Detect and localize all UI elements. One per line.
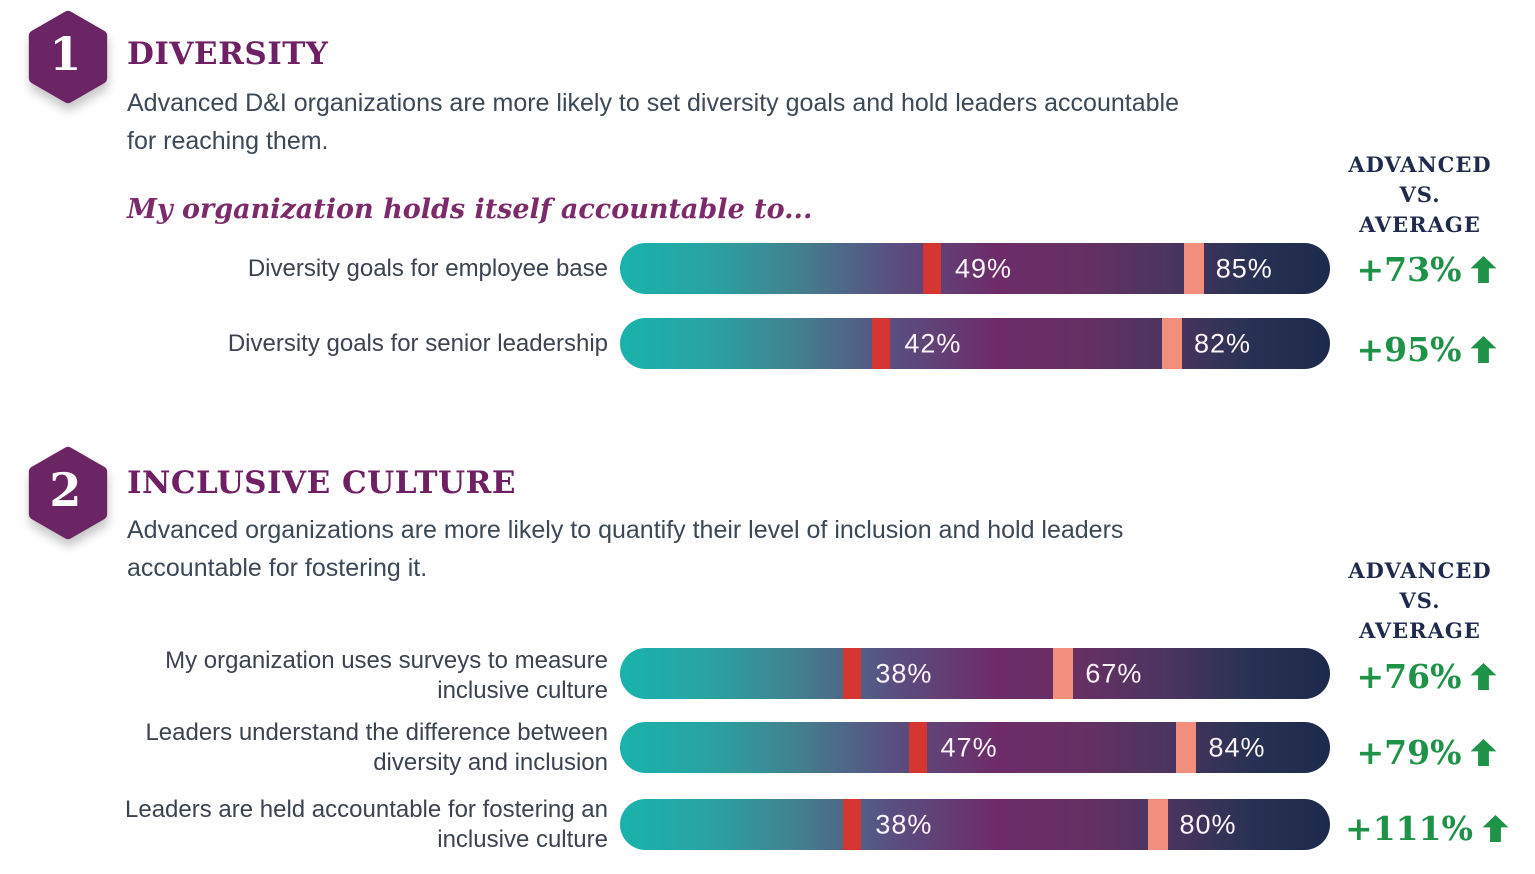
- advanced-marker: [1147, 799, 1168, 850]
- bar-label: Leaders understand the difference betwee…: [78, 718, 608, 778]
- up-arrow-icon: [1471, 738, 1497, 766]
- average-marker: [872, 318, 891, 369]
- average-value: 42%: [904, 328, 962, 358]
- delta-value: +73%: [1356, 249, 1462, 289]
- comparison-header-line: VS.: [1399, 182, 1441, 207]
- average-value: 49%: [955, 253, 1013, 283]
- average-value: 38%: [875, 658, 933, 688]
- average-marker: [923, 243, 942, 294]
- bar-label-line: diversity and inclusion: [373, 749, 608, 776]
- average-marker: [843, 799, 862, 850]
- comparison-header-line: AVERAGE: [1359, 212, 1481, 237]
- delta-value: +76%: [1356, 656, 1462, 696]
- gradient-bar: 47% 84%: [620, 722, 1330, 773]
- section-1-badge: 1: [24, 10, 112, 104]
- advanced-marker: [1162, 318, 1182, 369]
- up-arrow-icon: [1471, 662, 1497, 690]
- up-arrow-icon: [1482, 814, 1509, 842]
- section-1-prompt: My organization holds itself accountable…: [127, 194, 813, 225]
- bar-label: Leaders are held accountable for fosteri…: [78, 795, 608, 855]
- bar-label-line: inclusive culture: [437, 677, 608, 704]
- delta-badge: +79%: [1338, 732, 1516, 772]
- gradient-bar: 38% 80%: [620, 799, 1330, 850]
- hexagon-badge-icon: [28, 10, 108, 104]
- bar-label-line: inclusive culture: [437, 826, 608, 853]
- advanced-value: 84%: [1208, 732, 1266, 762]
- advanced-marker: [1176, 722, 1197, 773]
- comparison-header-line: VS.: [1399, 588, 1441, 613]
- bar-label-line: Leaders are held accountable for fosteri…: [125, 796, 608, 823]
- average-value: 38%: [875, 809, 933, 839]
- delta-value: +95%: [1356, 329, 1462, 369]
- advanced-value: 67%: [1085, 658, 1143, 688]
- section-2-number: 2: [49, 463, 82, 518]
- advanced-value: 85%: [1215, 253, 1273, 283]
- bar-label-line: Leaders understand the difference betwee…: [145, 719, 608, 746]
- advanced-marker: [1053, 648, 1074, 699]
- comparison-header-line: ADVANCED: [1348, 558, 1492, 583]
- delta-value: +79%: [1356, 732, 1462, 772]
- bar-label-line: My organization uses surveys to measure: [165, 647, 608, 674]
- bar-label: Diversity goals for senior leadership: [78, 329, 608, 359]
- section-2-badge: 2: [24, 446, 112, 540]
- section-2-title: INCLUSIVE CULTURE: [127, 465, 516, 501]
- gradient-bar: 42% 82%: [620, 318, 1330, 369]
- hexagon-badge-icon: [28, 446, 108, 540]
- delta-value: +111%: [1345, 808, 1473, 848]
- gradient-bar: 49% 85%: [620, 243, 1330, 294]
- section-1-description: Advanced D&I organizations are more like…: [127, 89, 1179, 155]
- delta-badge: +95%: [1338, 329, 1516, 369]
- bar-label: My organization uses surveys to measure …: [78, 646, 608, 706]
- bar-label-line: Diversity goals for employee base: [247, 255, 608, 282]
- bar-label-line: Diversity goals for senior leadership: [227, 330, 608, 357]
- advanced-value: 82%: [1194, 328, 1252, 358]
- delta-badge: +76%: [1338, 656, 1516, 696]
- average-value: 47%: [940, 732, 998, 762]
- up-arrow-icon: [1471, 255, 1497, 283]
- section-1-title: DIVERSITY: [127, 36, 329, 72]
- delta-badge: +73%: [1338, 249, 1516, 289]
- advanced-marker: [1183, 243, 1204, 294]
- section-2-description: Advanced organizations are more likely t…: [127, 516, 1124, 582]
- gradient-bar: 38% 67%: [620, 648, 1330, 699]
- average-marker: [908, 722, 927, 773]
- section-1-number: 1: [49, 27, 82, 82]
- delta-badge: +111%: [1338, 808, 1516, 848]
- comparison-header-2: ADVANCED VS. AVERAGE: [1340, 556, 1500, 646]
- advanced-value: 80%: [1179, 809, 1237, 839]
- average-marker: [843, 648, 862, 699]
- comparison-header-line: ADVANCED: [1348, 152, 1492, 177]
- up-arrow-icon: [1471, 335, 1497, 363]
- comparison-header-1: ADVANCED VS. AVERAGE: [1340, 150, 1500, 240]
- comparison-header-line: AVERAGE: [1359, 618, 1481, 643]
- bar-label: Diversity goals for employee base: [78, 254, 608, 284]
